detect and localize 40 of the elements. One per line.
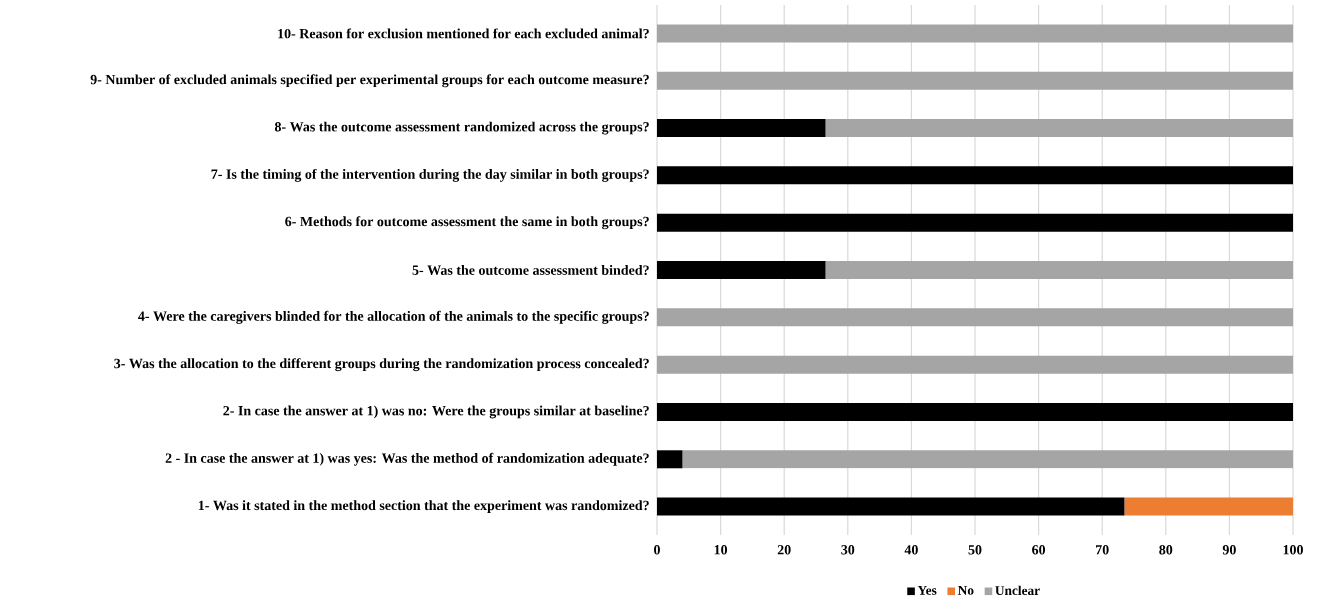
y-tick-label: 9- Number of excluded animals specified per experimental groups for each outcome measure?: [90, 74, 649, 88]
y-tick-label: 2- In case the answer at 1) was no: Were the groups similar at baseline?: [223, 405, 649, 419]
y-tick-label: 6- Methods for outcome assessment the same in both groups?: [285, 216, 649, 230]
x-tick-label: 60: [1032, 545, 1046, 555]
x-tick-label: 20: [777, 545, 791, 555]
bar: [657, 119, 826, 138]
bar: [657, 308, 1293, 327]
legend-label: Unclear: [995, 585, 1040, 596]
bar: [682, 450, 1293, 469]
x-tick-label: 50: [968, 545, 982, 555]
bar: [657, 450, 683, 469]
bar: [1124, 497, 1293, 516]
bar: [657, 24, 1293, 43]
bar: [657, 402, 1293, 421]
legend-label: Yes: [917, 585, 937, 595]
y-tick-label: 8- Was the outcome assessment randomized across the groups?: [274, 121, 649, 135]
y-tick-label: 10- Reason for exclusion mentioned for each excluded animal?: [278, 28, 649, 39]
bar: [657, 213, 1293, 232]
bar: [657, 261, 826, 279]
bar: [657, 497, 1125, 516]
x-tick-label: 90: [1222, 545, 1236, 555]
y-tick-label: 5- Was the outcome assessment binded?: [412, 265, 649, 275]
x-tick-label: 10: [714, 545, 728, 555]
bar: [657, 355, 1293, 374]
y-tick-label: 3- Was the allocation to the different groups during the randomization process concealed?: [114, 358, 649, 372]
x-tick-label: 100: [1283, 545, 1303, 555]
x-tick-label: 80: [1159, 545, 1173, 555]
y-tick-label: 2 - In case the answer at 1) was yes: Was the method of randomization adequate?: [165, 452, 649, 466]
bar: [657, 166, 1293, 185]
bar: [657, 71, 1293, 90]
bar: [825, 261, 1293, 279]
bar: [825, 119, 1293, 138]
x-tick-label: 30: [841, 545, 855, 555]
x-tick-label: 70: [1096, 545, 1109, 555]
y-tick-label: 7- Is the timing of the intervention during the day similar in both groups?: [211, 168, 649, 182]
x-tick-label: 40: [904, 545, 918, 555]
legend-label: No: [957, 585, 974, 595]
y-tick-label: 1- Was it stated in the method section that the experiment was randomized?: [198, 500, 649, 513]
y-tick-label: 4- Were the caregivers blinded for the allocation of the animals to the specific groups?: [138, 310, 649, 324]
x-tick-label: 0: [654, 545, 660, 555]
